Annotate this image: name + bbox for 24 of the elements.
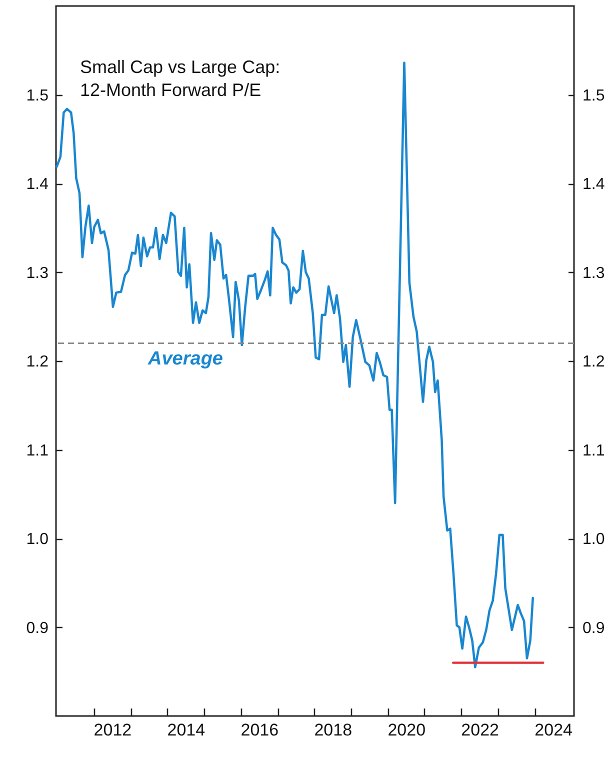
ref-line-label: Average [147,348,224,370]
x-tick-label: 2020 [388,720,426,740]
y2-tick-label: 0.9 [582,620,605,637]
x-tick-label: 2016 [240,720,279,740]
y2-tick-label: 1.2 [582,354,605,370]
y2-tick-label: 1.4 [582,176,605,193]
line-series [56,62,534,668]
y-tick-label: 1.4 [26,176,49,193]
x-tick-label: 2018 [314,720,352,740]
x-tick-label: 2012 [94,720,132,740]
text: Small Cap vs Large Cap: 12-Month Forward P/E [80,57,280,100]
y-tick-label: 0.9 [26,620,49,637]
y2-tick-label: 1.5 [582,87,605,104]
y2-tick-label: 1.3 [582,264,605,282]
y-tick-label: 1.0 [26,531,49,548]
x-tick-label: 2024 [534,720,572,740]
y-tick-label: 1.1 [26,442,49,460]
x-tick-label: 2014 [167,720,206,740]
y-tick-label: 1.3 [26,264,49,282]
y-tick-label: 1.2 [26,354,49,370]
y-tick-label: 1.5 [26,87,49,104]
x-tick-label: 2022 [461,720,499,740]
y2-tick-label: 1.1 [582,442,605,460]
y2-tick-label: 1.0 [582,531,605,548]
